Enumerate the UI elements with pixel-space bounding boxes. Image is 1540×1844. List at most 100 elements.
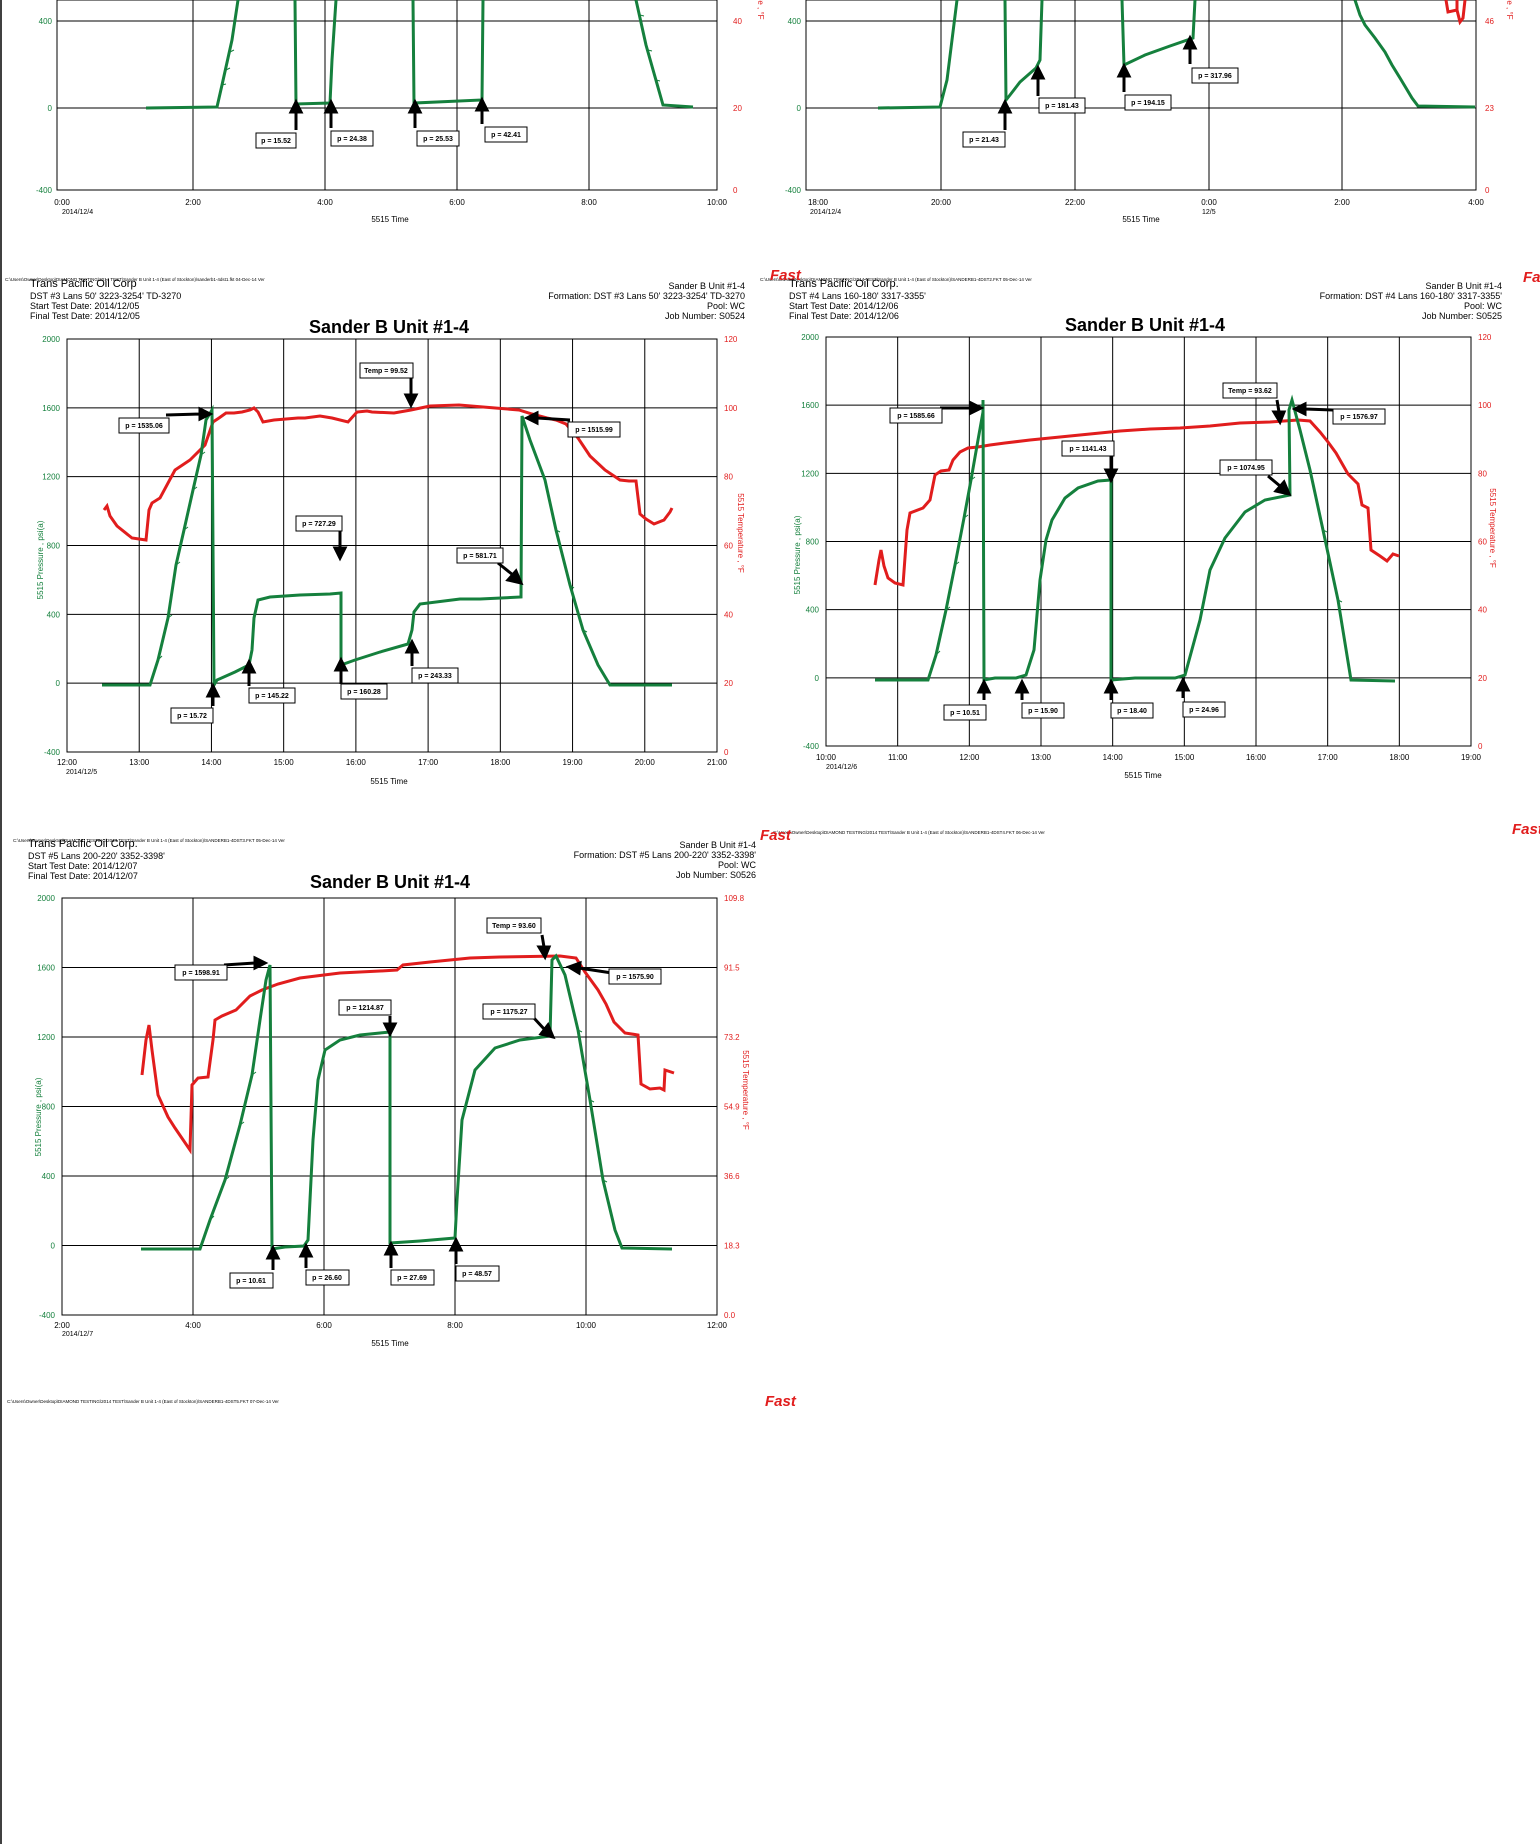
y-left-tick: 2000: [37, 894, 55, 903]
annotation: p = 243.33: [404, 638, 459, 684]
x-tick: 6:00: [449, 198, 465, 207]
annotation-label: p = 15.72: [177, 713, 207, 720]
annotation-box: [567, 421, 621, 438]
annotation: p = 145.22: [241, 658, 296, 704]
annotation-label: p = 1515.99: [575, 427, 613, 434]
y-right-tick: 91.5: [724, 964, 740, 973]
annotation-arrow: [940, 400, 985, 416]
y-right-tick: 0: [1485, 186, 1490, 195]
annotation-label: p = 243.33: [418, 673, 452, 680]
fast-logo: Fast: [1512, 821, 1540, 838]
file-path-footer: C:\Users\Owner\Desktop\DIAMOND TESTING\2…: [7, 1399, 279, 1404]
annotation-arrow: [1030, 64, 1046, 96]
annotation-box: [1038, 97, 1086, 114]
x-axis-label: 5515 Time: [371, 215, 409, 224]
x-tick: 21:00: [707, 758, 728, 767]
pressure-series-dst5-hatch: [209, 1029, 608, 1221]
annotation-label: p = 581.71: [463, 553, 497, 560]
annotation-arrow: [333, 656, 349, 684]
x-tick: 4:00: [185, 1321, 201, 1330]
annotation-label: p = 25.53: [423, 136, 453, 143]
annotation-box: [1222, 382, 1278, 399]
y-right-tick: 40: [733, 17, 742, 26]
x-tick: 15:00: [274, 758, 295, 767]
annotation-box: [330, 130, 374, 147]
job-number: Job Number: S0524: [665, 311, 745, 321]
x-tick: 18:00: [490, 758, 511, 767]
annotation: p = 24.38: [323, 98, 374, 147]
x-tick: 18:00: [1389, 753, 1410, 762]
annotation-arrow: [497, 561, 524, 586]
annotation-box: [411, 667, 459, 684]
annotation-arrow: [404, 638, 420, 666]
chart-dst4: Trans Pacific Oil Corp. DST #4 Lans 160-…: [789, 278, 1502, 780]
annotation: Temp = 99.52: [359, 362, 419, 409]
annotation-label: Temp = 93.62: [1228, 388, 1272, 395]
annotation-label: Temp = 99.52: [364, 368, 408, 375]
annotation-box: [338, 999, 392, 1016]
annotation: p = 15.90: [1014, 678, 1065, 719]
file-path-footer: C:\Users\Owner\Desktop\DIAMOND TESTING\2…: [13, 838, 285, 843]
annotation-arrow: [323, 98, 339, 128]
y-right-tick: 18.3: [724, 1242, 740, 1251]
annotation-label: Temp = 93.60: [492, 923, 536, 930]
annotation: p = 1598.91: [174, 955, 269, 981]
x-date: 2014/12/4: [810, 209, 841, 216]
fast-logo: Fast: [770, 267, 802, 284]
y-right-axis-label: 5515 Temperature , °F: [1488, 488, 1497, 568]
y-left-tick: 1600: [37, 964, 55, 973]
pool: Pool: WC: [718, 860, 757, 870]
dst-description: DST #4 Lans 160-180' 3317-3355': [789, 291, 926, 301]
annotation: p = 194.15: [1116, 62, 1172, 111]
annotation: p = 1074.95: [1219, 459, 1292, 497]
annotation-box: [170, 707, 214, 724]
annotation: p = 42.41: [474, 96, 528, 143]
annotation-label: p = 18.40: [1117, 708, 1147, 715]
y-left-tick: 1200: [37, 1033, 55, 1042]
x-tick: 14:00: [201, 758, 222, 767]
annotation: p = 27.69: [383, 1240, 435, 1286]
chart-title: Sander B Unit #1-4: [310, 872, 470, 892]
annotation-box: [174, 964, 228, 981]
annotation-arrow: [332, 530, 348, 562]
x-tick: 22:00: [1065, 198, 1086, 207]
annotation-arrow: [523, 410, 571, 426]
annotation-arrow: [241, 658, 257, 686]
annotation-box: [416, 130, 460, 147]
y-right-axis-label: 5515 Temperature , °F: [756, 0, 765, 20]
annotation-box: [943, 704, 987, 721]
annotation-box: [229, 1272, 274, 1289]
annotation: p = 1515.99: [523, 410, 621, 438]
pressure-series-dst3-hatch: [157, 451, 588, 661]
annotation: p = 581.71: [456, 547, 524, 586]
y-left-tick: 0: [815, 674, 820, 683]
annotation-label: p = 27.69: [397, 1275, 427, 1282]
annotation: p = 15.52: [255, 98, 304, 149]
annotation-label: p = 15.90: [1028, 708, 1058, 715]
annotation: p = 1141.43: [1061, 440, 1119, 484]
y-left-tick: 400: [806, 606, 820, 615]
annotation-box: [359, 362, 414, 379]
annotation-label: p = 1175.27: [490, 1009, 527, 1016]
chart-dst3-frame: -400 0 0 20 400 40 800 60 1200 80 1600 100 2000 120 12…: [42, 335, 738, 767]
y-right-tick: 54.9: [724, 1103, 740, 1112]
y-left-tick: -400: [39, 1311, 56, 1320]
pressure-series-dst4: [875, 394, 1396, 683]
y-right-tick: 80: [1478, 469, 1487, 478]
y-left-tick: 1200: [801, 469, 819, 478]
x-tick: 8:00: [581, 198, 597, 207]
y-right-axis-label: 5515 Temperature , °F: [1505, 0, 1514, 20]
fast-logo: Fast: [765, 1393, 797, 1410]
y-right-tick: 0: [733, 186, 738, 195]
annotation: p = 727.29: [295, 515, 348, 562]
annotation: p = 10.61: [229, 1244, 281, 1289]
y-right-tick: 100: [1478, 401, 1492, 410]
x-axis-label: 5515 Time: [371, 1339, 409, 1348]
annotation-label: p = 1585.66: [897, 413, 935, 420]
x-tick: 10:00: [707, 198, 728, 207]
y-right-tick: 0: [1478, 742, 1483, 751]
y-right-tick: 0: [724, 748, 729, 757]
fast-logo: Fast: [760, 827, 792, 844]
start-date: Start Test Date: 2014/12/05: [30, 301, 139, 311]
annotation-label: p = 1598.91: [182, 970, 220, 977]
